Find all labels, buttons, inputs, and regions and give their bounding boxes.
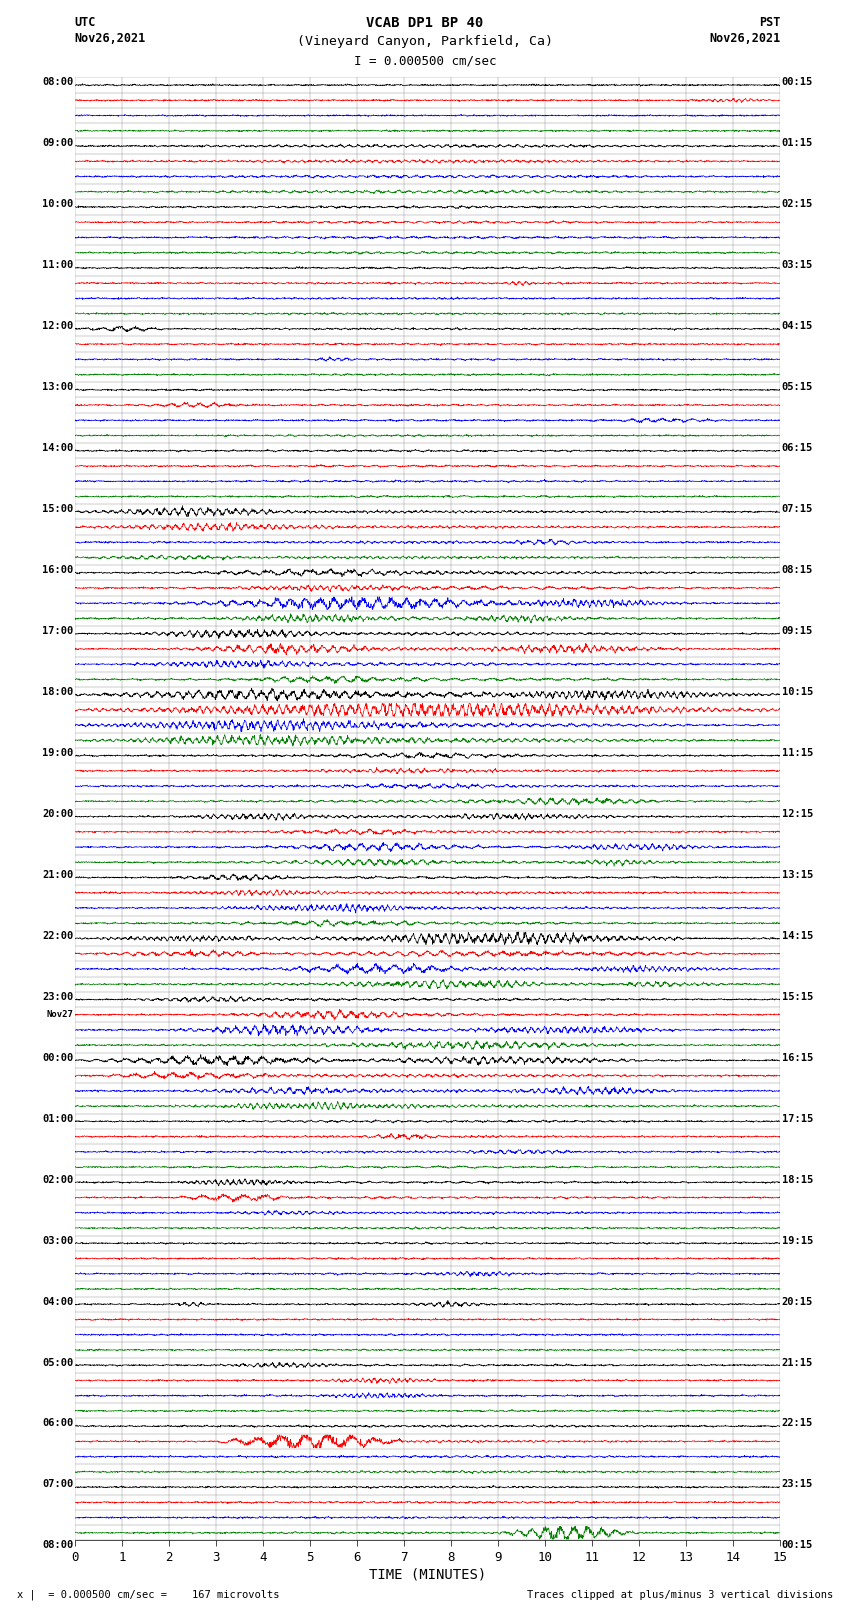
Text: I = 0.000500 cm/sec: I = 0.000500 cm/sec (354, 55, 496, 68)
Text: 07:00: 07:00 (42, 1479, 73, 1489)
Text: 03:00: 03:00 (42, 1236, 73, 1245)
Text: 05:00: 05:00 (42, 1358, 73, 1368)
Text: 10:00: 10:00 (42, 200, 73, 210)
Text: 19:15: 19:15 (782, 1236, 813, 1245)
Text: 12:00: 12:00 (42, 321, 73, 331)
Text: Nov27: Nov27 (47, 1010, 73, 1019)
Text: 20:00: 20:00 (42, 810, 73, 819)
Text: x |  = 0.000500 cm/sec =    167 microvolts: x | = 0.000500 cm/sec = 167 microvolts (17, 1589, 280, 1600)
Text: 18:15: 18:15 (782, 1174, 813, 1184)
Text: 13:00: 13:00 (42, 382, 73, 392)
Text: 07:15: 07:15 (782, 505, 813, 515)
Text: 14:00: 14:00 (42, 444, 73, 453)
Text: 23:00: 23:00 (42, 992, 73, 1002)
Text: 19:00: 19:00 (42, 748, 73, 758)
Text: 08:00: 08:00 (42, 77, 73, 87)
Text: 20:15: 20:15 (782, 1297, 813, 1307)
Text: 22:15: 22:15 (782, 1418, 813, 1429)
X-axis label: TIME (MINUTES): TIME (MINUTES) (369, 1568, 486, 1582)
Text: 00:15: 00:15 (782, 1540, 813, 1550)
Text: 06:15: 06:15 (782, 444, 813, 453)
Text: 03:15: 03:15 (782, 260, 813, 271)
Text: 12:15: 12:15 (782, 810, 813, 819)
Text: PST: PST (759, 16, 780, 29)
Text: 04:00: 04:00 (42, 1297, 73, 1307)
Text: 22:00: 22:00 (42, 931, 73, 940)
Text: Nov26,2021: Nov26,2021 (709, 32, 780, 45)
Text: 14:15: 14:15 (782, 931, 813, 940)
Text: Nov26,2021: Nov26,2021 (75, 32, 146, 45)
Text: 06:00: 06:00 (42, 1418, 73, 1429)
Text: VCAB DP1 BP 40: VCAB DP1 BP 40 (366, 16, 484, 31)
Text: 17:00: 17:00 (42, 626, 73, 636)
Text: 04:15: 04:15 (782, 321, 813, 331)
Text: 16:15: 16:15 (782, 1053, 813, 1063)
Text: 15:00: 15:00 (42, 505, 73, 515)
Text: (Vineyard Canyon, Parkfield, Ca): (Vineyard Canyon, Parkfield, Ca) (297, 35, 553, 48)
Text: 21:00: 21:00 (42, 869, 73, 879)
Text: 01:00: 01:00 (42, 1113, 73, 1124)
Text: 18:00: 18:00 (42, 687, 73, 697)
Text: 08:00: 08:00 (42, 1540, 73, 1550)
Text: 08:15: 08:15 (782, 565, 813, 576)
Text: 09:15: 09:15 (782, 626, 813, 636)
Text: UTC: UTC (75, 16, 96, 29)
Text: 00:00: 00:00 (42, 1053, 73, 1063)
Text: 01:15: 01:15 (782, 139, 813, 148)
Text: 09:00: 09:00 (42, 139, 73, 148)
Text: 00:15: 00:15 (782, 77, 813, 87)
Text: 13:15: 13:15 (782, 869, 813, 879)
Text: 17:15: 17:15 (782, 1113, 813, 1124)
Text: 02:00: 02:00 (42, 1174, 73, 1184)
Text: 21:15: 21:15 (782, 1358, 813, 1368)
Text: Traces clipped at plus/minus 3 vertical divisions: Traces clipped at plus/minus 3 vertical … (527, 1590, 833, 1600)
Text: 11:15: 11:15 (782, 748, 813, 758)
Text: 10:15: 10:15 (782, 687, 813, 697)
Text: 11:00: 11:00 (42, 260, 73, 271)
Text: 02:15: 02:15 (782, 200, 813, 210)
Text: 23:15: 23:15 (782, 1479, 813, 1489)
Text: 05:15: 05:15 (782, 382, 813, 392)
Text: 15:15: 15:15 (782, 992, 813, 1002)
Text: 16:00: 16:00 (42, 565, 73, 576)
